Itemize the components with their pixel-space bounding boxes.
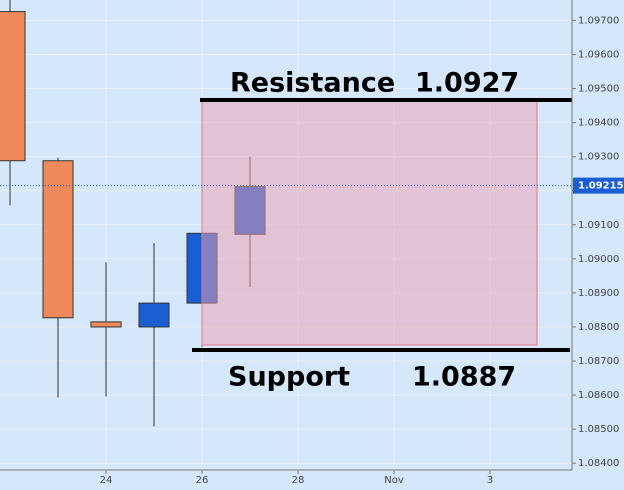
- y-tick-label: 1.09500: [578, 84, 619, 95]
- y-tick-label: 1.08900: [578, 288, 619, 299]
- y-tick-label: 1.09300: [578, 152, 619, 163]
- y-tick-label: 1.09100: [578, 220, 619, 231]
- candle-body: [138, 302, 170, 328]
- y-tick-label: 1.09700: [578, 15, 619, 26]
- y-axis-panel: [572, 0, 624, 490]
- x-tick-label: 3: [487, 475, 493, 486]
- range-zone: [201, 99, 538, 346]
- support-label: Support: [228, 362, 350, 393]
- y-tick-label: 1.08600: [578, 390, 619, 401]
- candle-body: [42, 160, 74, 319]
- y-tick-label: 1.09600: [578, 49, 619, 60]
- y-tick-label: 1.08400: [578, 458, 619, 469]
- y-tick-label: 1.08700: [578, 356, 619, 367]
- support-value: 1.0887: [412, 362, 516, 393]
- x-tick-label: 24: [100, 475, 113, 486]
- y-tick-label: 1.08500: [578, 424, 619, 435]
- y-tick-label: 1.09400: [578, 118, 619, 129]
- x-tick-label: Nov: [384, 475, 404, 486]
- axes: 1.08400 1.08500 1.08600 1.08700 1.08800 1.089…: [0, 15, 624, 486]
- resistance-label: Resistance: [230, 68, 395, 99]
- current-price-label: 1.09215: [578, 181, 624, 192]
- y-tick-label: 1.09000: [578, 254, 619, 265]
- x-tick-label: 28: [292, 475, 305, 486]
- x-tick-label: 26: [196, 475, 209, 486]
- candle-body: [0, 11, 26, 162]
- current-price-box: [573, 177, 624, 194]
- resistance-value: 1.0927: [415, 68, 519, 99]
- candle-body: [90, 321, 122, 328]
- y-tick-label: 1.08800: [578, 322, 619, 333]
